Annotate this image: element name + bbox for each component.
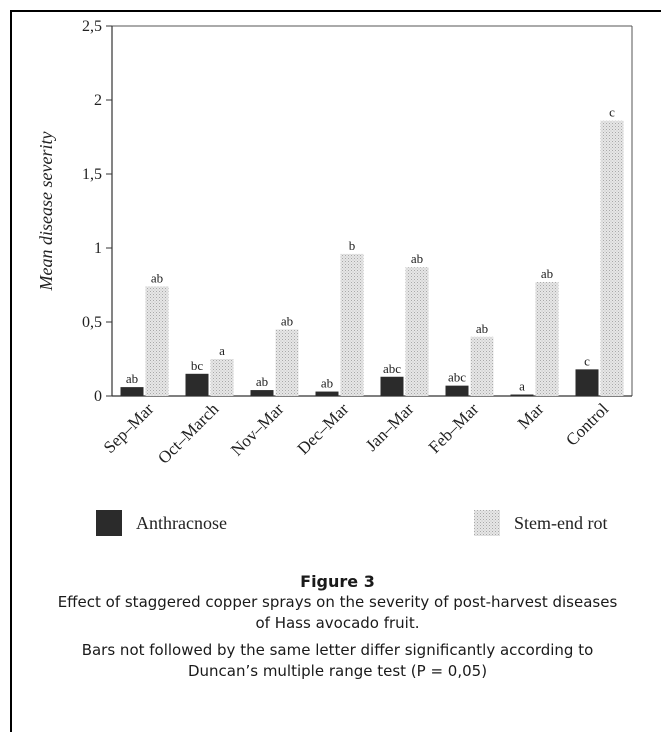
x-tick-label: Control bbox=[562, 399, 612, 449]
bar-label-anthracnose: a bbox=[519, 379, 525, 394]
y-tick-label: 2 bbox=[94, 92, 102, 109]
y-tick-label: 2,5 bbox=[82, 18, 102, 35]
bar-stem-end-rot bbox=[275, 329, 299, 396]
bar-label-stem-end-rot: ab bbox=[541, 266, 553, 281]
figure-caption: Figure 3 Effect of staggered copper spra… bbox=[14, 572, 661, 682]
bar-stem-end-rot bbox=[210, 359, 234, 396]
bar-label-stem-end-rot: ab bbox=[476, 321, 488, 336]
bar-stem-end-rot bbox=[470, 336, 494, 396]
bar-anthracnose bbox=[120, 387, 144, 396]
legend-label-stem-end-rot: Stem-end rot bbox=[514, 513, 607, 533]
legend-swatch-anthracnose bbox=[96, 510, 122, 536]
bar-label-anthracnose: ab bbox=[126, 371, 138, 386]
caption-note-2: Duncan’s multiple range test (P = 0,05) bbox=[187, 662, 488, 680]
figure-title: Figure 3 bbox=[300, 572, 375, 591]
bar-label-anthracnose: abc bbox=[448, 370, 466, 385]
bar-anthracnose bbox=[510, 394, 534, 396]
bar-label-stem-end-rot: c bbox=[609, 105, 615, 120]
y-axis-label: Mean disease severity bbox=[36, 132, 56, 292]
caption-note-1: Bars not followed by the same letter dif… bbox=[81, 641, 594, 659]
x-tick-label: Feb–Mar bbox=[425, 399, 483, 457]
legend-swatch-stem-end-rot bbox=[474, 510, 500, 536]
caption-line-2: of Hass avocado fruit. bbox=[255, 614, 420, 632]
x-tick-label: Dec–Mar bbox=[293, 399, 352, 458]
bar-anthracnose bbox=[250, 390, 274, 396]
page-border-left bbox=[10, 10, 12, 732]
x-tick-label: Nov–Mar bbox=[227, 399, 287, 459]
bar-label-stem-end-rot: ab bbox=[151, 270, 163, 285]
bar-stem-end-rot bbox=[145, 286, 169, 396]
x-tick-label: Mar bbox=[514, 399, 548, 433]
bar-anthracnose bbox=[380, 376, 404, 396]
y-tick-label: 0,5 bbox=[82, 314, 102, 331]
y-tick-label: 1 bbox=[94, 240, 102, 257]
bar-label-anthracnose: ab bbox=[321, 376, 333, 391]
bar-label-stem-end-rot: b bbox=[349, 238, 356, 253]
bar-label-anthracnose: bc bbox=[191, 358, 204, 373]
caption-line-1: Effect of staggered copper sprays on the… bbox=[57, 593, 618, 611]
bar-label-stem-end-rot: ab bbox=[411, 251, 423, 266]
y-tick-label: 1,5 bbox=[82, 166, 102, 183]
bar-anthracnose bbox=[185, 373, 209, 396]
bar-label-anthracnose: c bbox=[584, 353, 590, 368]
x-tick-label: Sep–Mar bbox=[100, 399, 158, 457]
bar-stem-end-rot bbox=[405, 267, 429, 396]
y-tick-label: 0 bbox=[94, 388, 102, 405]
bar-stem-end-rot bbox=[600, 120, 624, 396]
x-tick-label: Oct–March bbox=[154, 399, 223, 468]
bar-label-anthracnose: ab bbox=[256, 374, 268, 389]
bar-label-stem-end-rot: ab bbox=[281, 313, 293, 328]
x-tick-label: Jan–Mar bbox=[362, 399, 418, 455]
bar-label-stem-end-rot: a bbox=[219, 343, 225, 358]
bar-stem-end-rot bbox=[340, 253, 364, 396]
bar-anthracnose bbox=[575, 369, 599, 396]
bar-anthracnose bbox=[445, 385, 469, 396]
legend-label-anthracnose: Anthracnose bbox=[136, 513, 227, 533]
bar-label-anthracnose: abc bbox=[383, 361, 401, 376]
page-border-top bbox=[10, 10, 661, 12]
bar-stem-end-rot bbox=[535, 282, 559, 396]
bar-anthracnose bbox=[315, 391, 339, 396]
